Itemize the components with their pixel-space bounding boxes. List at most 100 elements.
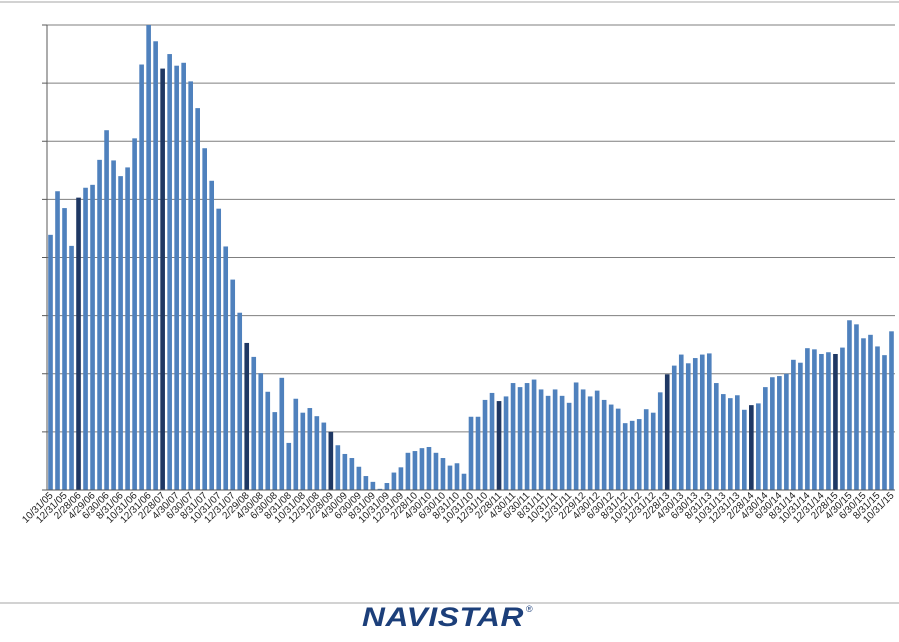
bar — [90, 184, 95, 490]
bar — [62, 208, 67, 490]
bar — [636, 419, 642, 490]
bar — [153, 41, 158, 490]
bar — [601, 399, 607, 490]
bar — [398, 467, 404, 490]
bar — [230, 279, 236, 490]
bar — [433, 452, 439, 490]
bar — [517, 387, 523, 490]
bar — [664, 374, 670, 490]
bar — [48, 234, 53, 490]
bar — [819, 353, 824, 490]
bar — [202, 148, 207, 491]
bar — [132, 138, 137, 490]
bar — [763, 387, 768, 490]
bar — [608, 404, 614, 490]
bar — [692, 358, 698, 490]
bar — [678, 354, 684, 490]
bar — [216, 208, 222, 490]
bar — [643, 409, 649, 490]
bar — [777, 376, 782, 490]
bar — [798, 362, 803, 490]
bar — [770, 377, 775, 490]
bar-series — [48, 25, 894, 491]
bar — [875, 346, 880, 490]
bar — [440, 458, 446, 490]
registered-mark: ® — [526, 604, 533, 614]
bar — [552, 389, 558, 490]
bar — [384, 483, 390, 490]
bar — [482, 399, 488, 490]
bar — [118, 176, 123, 491]
bar — [174, 65, 179, 490]
bar — [650, 412, 656, 490]
bar — [405, 452, 411, 490]
bar — [882, 355, 887, 490]
bar — [181, 62, 186, 490]
bar — [286, 442, 292, 490]
bar — [370, 481, 376, 490]
bar — [727, 398, 733, 490]
bar — [812, 349, 817, 490]
bar — [720, 394, 726, 490]
bar — [889, 331, 894, 490]
bar — [447, 465, 453, 490]
bar — [97, 159, 102, 490]
bar — [125, 167, 130, 490]
bar — [847, 320, 852, 490]
bar — [742, 409, 747, 490]
bar — [657, 392, 663, 490]
bar — [580, 389, 586, 490]
bar — [587, 396, 593, 490]
bar — [139, 64, 144, 491]
bar — [265, 391, 271, 490]
bar — [854, 324, 859, 490]
bar — [545, 395, 551, 490]
bar — [342, 453, 348, 490]
bar — [503, 396, 509, 490]
bar — [805, 348, 810, 490]
bar — [349, 458, 355, 490]
bar — [76, 197, 81, 490]
bar — [468, 416, 474, 490]
bar — [293, 398, 299, 490]
navistar-logo: NAVISTAR ® — [362, 602, 533, 632]
bar — [188, 81, 193, 490]
bar — [826, 352, 831, 490]
bar — [377, 488, 383, 490]
bar — [735, 395, 740, 490]
bar — [251, 356, 257, 490]
bar — [223, 246, 229, 490]
bar — [496, 401, 502, 490]
bar — [279, 377, 285, 490]
bar — [83, 187, 88, 490]
bar — [321, 422, 327, 490]
logo-wordmark: NAVISTAR — [362, 602, 524, 632]
bar — [300, 412, 306, 490]
bar — [622, 423, 628, 490]
bar — [209, 180, 215, 490]
bar — [461, 473, 467, 490]
bar — [615, 408, 621, 491]
bar — [756, 403, 761, 490]
bar — [538, 389, 544, 490]
bar — [244, 342, 250, 490]
bar — [489, 392, 495, 490]
bar — [426, 446, 432, 490]
bar — [69, 245, 74, 491]
axes — [42, 24, 895, 491]
bar — [307, 408, 313, 490]
bar — [713, 383, 719, 490]
bar — [559, 395, 565, 490]
bar — [391, 472, 397, 490]
bar — [363, 476, 369, 490]
bar — [833, 353, 838, 490]
bar — [167, 54, 172, 491]
bar — [146, 25, 151, 490]
bar — [685, 363, 691, 490]
bar — [237, 312, 243, 490]
bar — [454, 463, 460, 490]
bar — [510, 383, 516, 490]
bar — [412, 451, 418, 490]
bar — [791, 359, 796, 490]
